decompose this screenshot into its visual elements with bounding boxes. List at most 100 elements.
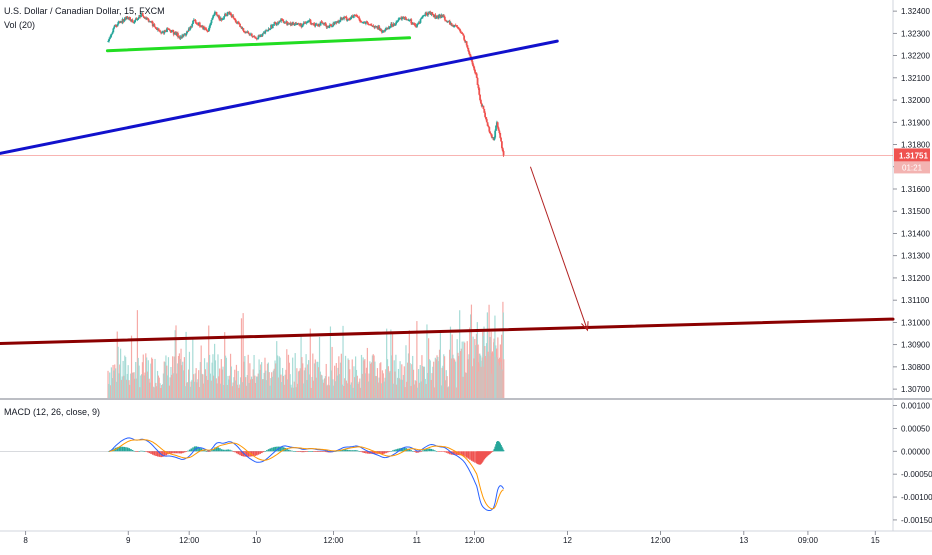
main-legend[interactable]: U.S. Dollar / Canadian Dollar, 15, FXCM (4, 6, 165, 16)
volume-bar (334, 381, 337, 398)
volume-bar (201, 373, 203, 398)
candle-body (468, 51, 471, 54)
volume-bar (234, 369, 236, 398)
volume-bar (111, 378, 113, 398)
price-tick-label: 1.31100 (901, 296, 930, 305)
volume-bar (307, 364, 309, 398)
volume-bar (300, 334, 302, 398)
volume-bar (192, 339, 194, 398)
volume-bar (428, 359, 431, 398)
volume-bar (501, 334, 503, 398)
volume-bar (266, 380, 268, 398)
volume-bar (305, 354, 307, 398)
candle-body (212, 15, 215, 18)
macd-histogram-bar (148, 451, 151, 454)
volume-bar (257, 373, 259, 398)
volume-bar (222, 366, 224, 398)
volume-bar (345, 380, 347, 398)
volume-bar (293, 381, 295, 398)
volume-bar (471, 366, 473, 398)
price-tick-label: 1.32200 (901, 52, 930, 61)
candle-body (408, 20, 411, 22)
volume-bar (112, 364, 114, 398)
volume-bar (243, 361, 245, 398)
candle-body (136, 18, 139, 20)
volume-bar (208, 354, 211, 398)
macd-histogram-bar (479, 451, 481, 465)
macd-tick-label: -0.00150 (901, 516, 932, 525)
volume-bar (348, 359, 350, 398)
macd-histogram-bar (355, 450, 357, 452)
volume-bar (296, 368, 298, 398)
macd-histogram-bar (449, 451, 451, 455)
volume-bar (274, 360, 276, 398)
macd-histogram-bar (323, 451, 325, 452)
candle-body (476, 77, 479, 85)
volume-bar (298, 370, 300, 398)
macd-legend[interactable]: MACD (12, 26, close, 9) (4, 407, 101, 417)
volume-legend[interactable]: Vol (20) (4, 20, 36, 30)
volume-bar (235, 380, 237, 398)
macd-histogram-bar (488, 451, 491, 455)
price-tick-label: 1.31500 (901, 207, 930, 216)
volume-bar (151, 357, 153, 398)
candle-body (274, 22, 277, 24)
volume-bar (346, 383, 348, 398)
volume-bar (342, 325, 344, 398)
candle-body (349, 18, 351, 20)
candle-body (112, 28, 115, 33)
macd-histogram-bar (385, 451, 387, 454)
volume-bar (289, 374, 291, 398)
support-line (105, 36, 412, 53)
candle-body (432, 14, 434, 16)
volume-bar (292, 357, 294, 398)
macd-histogram-bar (351, 450, 354, 452)
macd-histogram-bar (474, 451, 476, 463)
volume-bar (185, 331, 187, 398)
volume-bar (426, 324, 428, 398)
candle-body (117, 21, 120, 25)
volume-bar (235, 364, 238, 398)
volume-bar (428, 338, 430, 398)
volume-bar (189, 386, 191, 398)
volume-bar (131, 372, 133, 398)
macd-histogram-bar (276, 446, 278, 452)
volume-bar (226, 384, 228, 398)
macd-histogram-bar (197, 446, 199, 452)
candle-body (459, 28, 461, 31)
volume-bar (285, 369, 287, 398)
volume-bar (377, 382, 379, 398)
candle-body (478, 88, 481, 95)
volume-bar (224, 355, 227, 398)
volume-bar (411, 364, 413, 398)
candle-body (109, 37, 111, 40)
macd-histogram-bar (267, 449, 270, 452)
candle-body (284, 22, 287, 24)
volume-bar (109, 372, 111, 398)
volume-bar (127, 365, 129, 398)
candle-body (321, 22, 324, 24)
volume-bar (202, 374, 204, 398)
volume-bar (275, 363, 277, 398)
candle-body (395, 22, 398, 25)
candle-body (316, 24, 319, 26)
macd-histogram-bar (289, 450, 292, 452)
macd-line (108, 437, 505, 511)
price-tick-label: 1.31200 (901, 274, 930, 283)
macd-histogram-bar (444, 451, 446, 453)
volume-bar (323, 382, 325, 398)
macd-histogram-bar (455, 451, 458, 455)
volume-bar (419, 365, 421, 398)
volume-bar (169, 377, 171, 398)
candle-body (191, 23, 194, 27)
candle-body (477, 84, 480, 89)
candle-body (276, 22, 278, 25)
volume-bar (107, 370, 109, 398)
volume-bar (159, 383, 161, 398)
volume-bar (297, 383, 299, 398)
volume-bar (109, 385, 112, 398)
volume-bar (154, 358, 156, 398)
volume-bar (266, 363, 269, 398)
